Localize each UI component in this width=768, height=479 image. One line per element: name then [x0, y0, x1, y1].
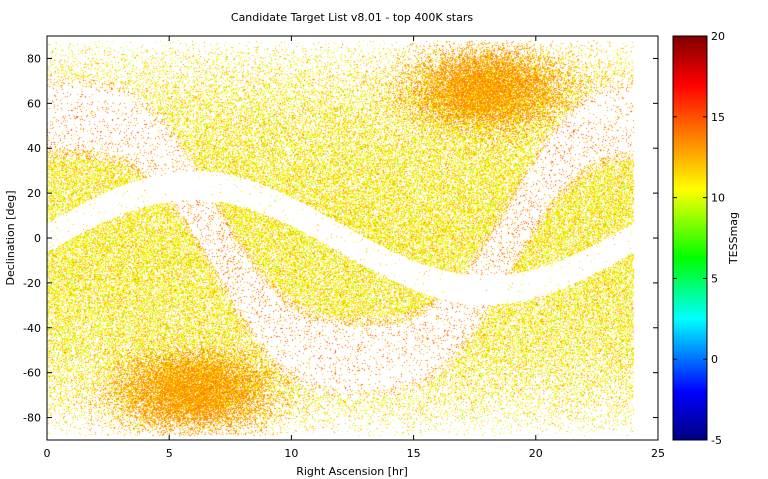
- colorbar-ticks: -5 0 5 10 15 20: [673, 30, 725, 447]
- y-tick-label: -20: [23, 277, 41, 290]
- x-tick-label: 0: [44, 447, 51, 460]
- colorbar-tick-label: 5: [711, 272, 718, 285]
- colorbar-gradient: [672, 35, 708, 441]
- x-tick-label: 25: [651, 447, 665, 460]
- y-tick-label: -80: [23, 412, 41, 425]
- colorbar-tick-label: 0: [711, 353, 718, 366]
- colorbar: -5 0 5 10 15 20 TESSmag: [672, 30, 740, 447]
- y-tick-label: 80: [27, 52, 41, 65]
- y-tick-label: -60: [23, 367, 41, 380]
- x-axis: 0 5 10 15 20 25: [44, 36, 665, 460]
- colorbar-tick-label: 20: [711, 30, 725, 43]
- colorbar-tick-label: 10: [711, 192, 725, 205]
- y-tick-label: -40: [23, 322, 41, 335]
- scatter-points: [47, 36, 658, 440]
- y-tick-label: 20: [27, 187, 41, 200]
- colorbar-label: TESSmag: [727, 212, 740, 265]
- y-axis: -80 -60 -40 -20 0 20 40 60 80: [23, 52, 658, 425]
- chart-title: Candidate Target List v8.01 - top 400K s…: [231, 11, 473, 24]
- x-tick-label: 5: [166, 447, 173, 460]
- y-tick-label: 60: [27, 97, 41, 110]
- colorbar-tick-label: 15: [711, 111, 725, 124]
- plot-frame: [46, 35, 659, 441]
- y-axis-label: Declination [deg]: [4, 191, 17, 286]
- y-tick-label: 40: [27, 142, 41, 155]
- x-tick-label: 10: [284, 447, 298, 460]
- y-tick-label: 0: [34, 232, 41, 245]
- x-tick-label: 15: [407, 447, 421, 460]
- colorbar-tick-label: -5: [711, 434, 722, 447]
- x-tick-label: 20: [529, 447, 543, 460]
- x-axis-label: Right Ascension [hr]: [296, 465, 408, 478]
